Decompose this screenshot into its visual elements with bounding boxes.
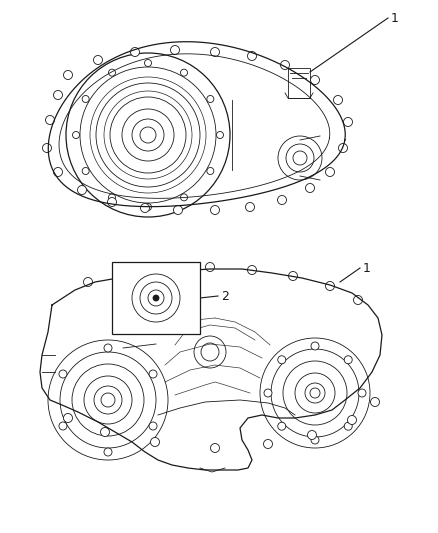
- Circle shape: [145, 60, 152, 67]
- Circle shape: [100, 427, 110, 437]
- Circle shape: [141, 204, 149, 213]
- Circle shape: [278, 356, 286, 364]
- Circle shape: [289, 271, 297, 280]
- Circle shape: [246, 203, 254, 212]
- Circle shape: [64, 70, 73, 79]
- Circle shape: [211, 443, 219, 453]
- Circle shape: [42, 143, 52, 152]
- Circle shape: [46, 116, 54, 125]
- Circle shape: [278, 422, 286, 430]
- Circle shape: [170, 45, 180, 54]
- Circle shape: [163, 263, 173, 272]
- Circle shape: [53, 167, 63, 176]
- Circle shape: [53, 91, 63, 100]
- Circle shape: [247, 265, 257, 274]
- Circle shape: [82, 95, 89, 102]
- Circle shape: [211, 206, 219, 214]
- Circle shape: [211, 47, 219, 56]
- Circle shape: [59, 422, 67, 430]
- Circle shape: [311, 436, 319, 444]
- Circle shape: [207, 167, 214, 174]
- Circle shape: [325, 281, 335, 290]
- Circle shape: [344, 356, 352, 364]
- Circle shape: [64, 414, 73, 423]
- Circle shape: [305, 183, 314, 192]
- Circle shape: [131, 47, 139, 56]
- Circle shape: [216, 132, 223, 139]
- Text: 2: 2: [221, 289, 229, 303]
- Circle shape: [353, 295, 363, 304]
- Circle shape: [347, 416, 357, 424]
- Circle shape: [93, 55, 102, 64]
- Circle shape: [280, 61, 290, 69]
- Bar: [112, 262, 200, 334]
- Circle shape: [124, 268, 133, 277]
- Circle shape: [343, 117, 353, 126]
- Circle shape: [104, 448, 112, 456]
- Circle shape: [307, 431, 317, 440]
- Circle shape: [358, 389, 366, 397]
- Circle shape: [371, 398, 379, 407]
- Circle shape: [333, 95, 343, 104]
- Circle shape: [149, 422, 157, 430]
- Circle shape: [205, 262, 215, 271]
- Circle shape: [149, 370, 157, 378]
- Circle shape: [247, 52, 257, 61]
- Circle shape: [339, 143, 347, 152]
- Circle shape: [104, 344, 112, 352]
- Circle shape: [311, 342, 319, 350]
- Circle shape: [82, 167, 89, 174]
- Circle shape: [278, 196, 286, 205]
- Circle shape: [180, 194, 187, 201]
- Circle shape: [84, 278, 92, 287]
- Text: 1: 1: [391, 12, 399, 25]
- Circle shape: [109, 69, 116, 76]
- Circle shape: [78, 185, 86, 195]
- Text: 1: 1: [363, 262, 371, 274]
- Bar: [288, 68, 310, 98]
- Circle shape: [73, 132, 80, 139]
- Circle shape: [207, 95, 214, 102]
- Circle shape: [145, 204, 152, 211]
- Circle shape: [59, 370, 67, 378]
- Circle shape: [264, 440, 272, 448]
- Circle shape: [173, 206, 183, 214]
- Circle shape: [151, 438, 159, 447]
- Circle shape: [180, 69, 187, 76]
- Circle shape: [264, 389, 272, 397]
- Circle shape: [344, 422, 352, 430]
- Circle shape: [153, 295, 159, 301]
- Circle shape: [325, 167, 335, 176]
- Circle shape: [109, 194, 116, 201]
- Circle shape: [311, 76, 319, 85]
- Circle shape: [107, 198, 117, 206]
